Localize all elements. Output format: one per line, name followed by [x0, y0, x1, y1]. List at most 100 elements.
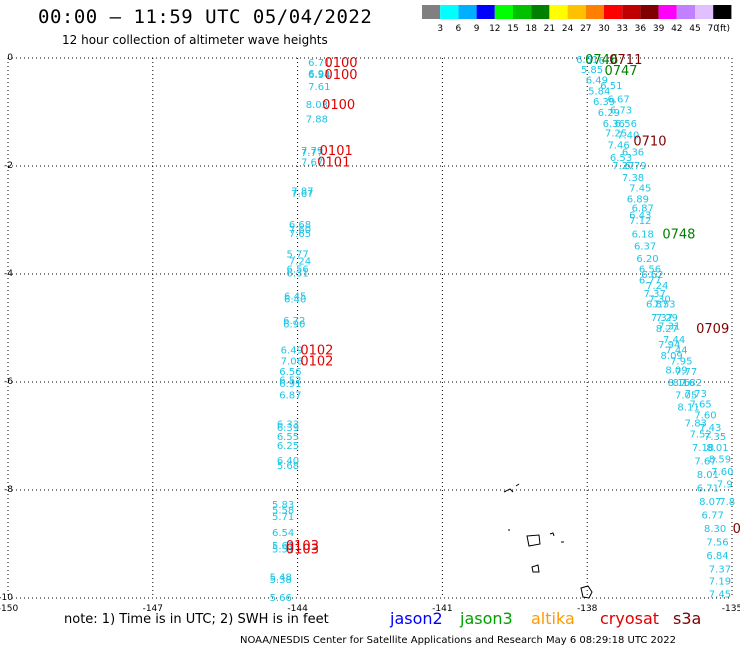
island-shape: [503, 488, 514, 493]
satellite-label-s3a: s3a: [673, 609, 702, 628]
swh-value: 7.67: [301, 158, 323, 169]
pass-time-label: 0103: [286, 542, 319, 557]
swh-value: 6.25: [277, 441, 299, 452]
legend-label: 70: [707, 24, 719, 34]
legend-swatch: [585, 5, 604, 19]
swh-value: 6.29: [598, 108, 620, 119]
swh-value: 7.37: [709, 564, 731, 575]
footer-note: note: 1) Time is in UTC; 2) SWH is in fe…: [64, 612, 329, 627]
swh-value: 6.61: [576, 55, 598, 66]
swh-value: 7.60: [711, 467, 733, 478]
swh-value: 6.36: [622, 147, 644, 158]
legend-swatch: [458, 5, 477, 19]
island-shape: [515, 483, 520, 487]
swh-value: 6.84: [706, 551, 728, 562]
pass-time-label: 0710: [633, 135, 666, 150]
swh-value: 7.06: [281, 356, 303, 367]
swh-value: 7.60: [289, 225, 311, 236]
swh-value: 7.9: [717, 480, 733, 491]
legend-swatch: [422, 5, 441, 19]
color-legend: 3 6 9 12 15 18 21 24 27 30 33 36 39 42 45 70(ft): [422, 5, 732, 34]
x-tick-label: -138: [577, 604, 598, 614]
swh-value: 6.33: [277, 420, 299, 431]
swh-value: 8.27: [656, 324, 678, 335]
swh-value: 6.91: [279, 379, 301, 390]
swh-value: 6.71: [697, 483, 719, 494]
swh-value: 7.65: [689, 400, 711, 411]
legend-label: 18: [525, 24, 537, 34]
legend-label: 30: [598, 24, 610, 34]
pass-time-label: 0103: [286, 539, 319, 554]
swh-value: 6.51: [600, 81, 622, 92]
swh-value: 8.01: [706, 443, 728, 454]
swh-value: 6.31: [286, 268, 308, 279]
pass-time-label: 0711: [609, 53, 642, 68]
island-shape: [549, 532, 555, 537]
swh-value: 6.71: [308, 58, 330, 69]
swh-value: 8.16: [668, 378, 690, 389]
pass-time-label: 0101: [320, 144, 353, 159]
swh-value: 6.49: [281, 346, 303, 357]
swh-value: 7.29: [656, 313, 678, 324]
swh-value: 7.88: [306, 114, 328, 125]
swh-value: 6.53: [610, 153, 632, 164]
legend-swatch: [695, 5, 714, 19]
legend-swatch: [658, 5, 677, 19]
swh-value: 7.40: [617, 131, 639, 142]
swh-value: 8.01: [697, 470, 719, 481]
pass-time-label: 0100: [324, 68, 357, 83]
swh-value: 6.77: [639, 275, 661, 286]
swh-value: 7.94: [658, 340, 680, 351]
x-tick-label: -135: [722, 604, 740, 614]
satellite-label-jason3: jason3: [460, 609, 513, 628]
swh-value: 7.05: [675, 390, 697, 401]
swh-value: 5.38: [270, 575, 292, 586]
swh-value: 5.77: [286, 249, 308, 260]
legend-label: 15: [507, 24, 518, 34]
swh-value: 7.12: [629, 216, 651, 227]
swh-value: 6.73: [610, 105, 632, 116]
swh-value: 8.07: [699, 497, 721, 508]
pass-time-label: 0747: [604, 64, 637, 79]
swh-value: 7.18: [692, 443, 714, 454]
pass-time-label: 0101: [317, 156, 350, 171]
swh-value: 7.53: [653, 300, 675, 311]
swh-value: 7.82: [680, 378, 702, 389]
satellite-label-jason2: jason2: [390, 609, 443, 628]
legend-label: 45: [689, 24, 700, 34]
swh-value: 7.27: [612, 161, 634, 172]
swh-value: 5.51: [272, 544, 294, 555]
legend-label: 24: [562, 24, 574, 34]
swh-value: 7.67: [291, 189, 313, 200]
island-shape: [580, 585, 593, 599]
legend-swatch: [440, 5, 459, 19]
swh-value: 7.52: [689, 429, 711, 440]
legend-label: 21: [544, 24, 555, 34]
legend-label: 27: [580, 24, 591, 34]
island-shape: [531, 564, 540, 573]
swh-value: 7.87: [291, 186, 313, 197]
wave-height-observations: 6.716.916.947.618.037.887.797.777.677.87…: [270, 53, 740, 604]
swh-value: 6.36: [603, 119, 625, 130]
swh-value: 6.52: [279, 375, 301, 386]
pass-time-label: 0746: [585, 53, 618, 68]
swh-value: 7.37: [651, 313, 673, 324]
swh-value: 5.66: [270, 593, 292, 604]
swh-value: 7.44: [665, 346, 687, 357]
swh-value: 7.77: [675, 367, 697, 378]
legend-label: 36: [635, 24, 647, 34]
swh-value: 7.24: [646, 281, 668, 292]
swh-value: 7.37: [644, 289, 666, 300]
legend-label: 3: [437, 24, 443, 34]
y-tick-label: -10: [0, 593, 13, 603]
x-tick-label: -141: [432, 604, 452, 614]
swh-value: 7.61: [308, 82, 330, 93]
page-title: 00:00 – 11:59 UTC 05/04/2022: [38, 6, 373, 28]
swh-value: 6.68: [289, 220, 311, 231]
swh-value: 8.59: [709, 455, 731, 466]
swh-value: 6.37: [634, 241, 656, 252]
legend-swatch: [476, 5, 495, 19]
swh-value: 6.56: [639, 265, 661, 276]
swh-value: 6.72: [283, 316, 305, 327]
